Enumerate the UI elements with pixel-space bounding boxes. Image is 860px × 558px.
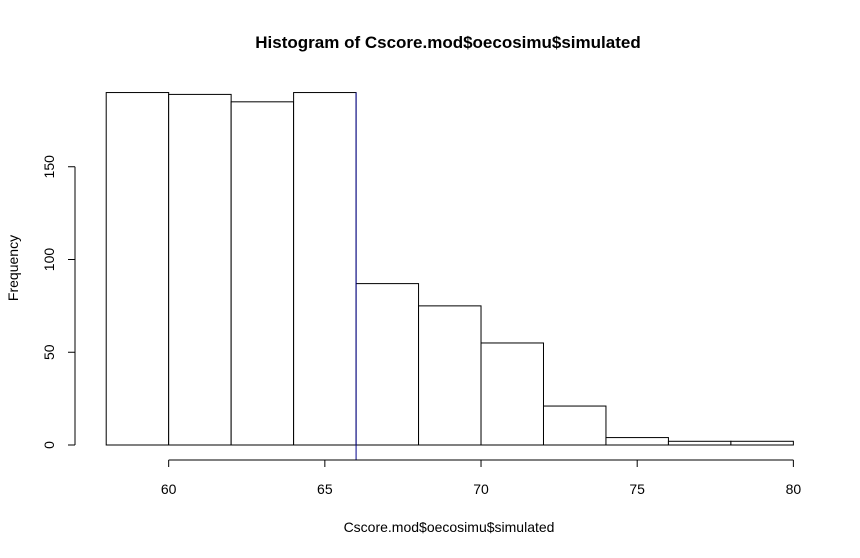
y-tick-label: 50 [41, 344, 57, 360]
y-axis-label: Frequency [5, 235, 21, 301]
histogram-bar-0 [105, 92, 170, 446]
x-tick-label: 75 [629, 481, 645, 497]
x-tick-label: 70 [473, 481, 489, 497]
x-tick-label: 60 [161, 481, 177, 497]
y-tick-label: 150 [41, 155, 57, 179]
histogram-bar-5 [418, 305, 482, 446]
histogram-bar-7 [542, 405, 607, 446]
histogram-bar-6 [480, 342, 544, 446]
x-axis-label: Cscore.mod$oecosimu$simulated [344, 519, 555, 535]
y-axis: 0 50 100 150 [41, 155, 76, 449]
histogram-bar-10 [730, 440, 794, 446]
y-tick-label: 100 [41, 248, 57, 272]
histogram-bar-1 [168, 93, 232, 446]
x-tick-label: 80 [786, 481, 802, 497]
chart-title: Histogram of Cscore.mod$oecosimu$simulat… [255, 33, 640, 52]
x-tick-label: 65 [317, 481, 333, 497]
y-tick-label: 0 [41, 441, 57, 449]
x-axis: 60 65 70 75 80 [161, 459, 802, 497]
histogram-bar-2 [230, 101, 295, 446]
histogram-bar-3 [293, 92, 357, 446]
bars-group [105, 92, 794, 446]
histogram-bar-8 [605, 437, 669, 446]
histogram-bar-4 [355, 283, 420, 446]
histogram-bar-9 [667, 440, 732, 446]
